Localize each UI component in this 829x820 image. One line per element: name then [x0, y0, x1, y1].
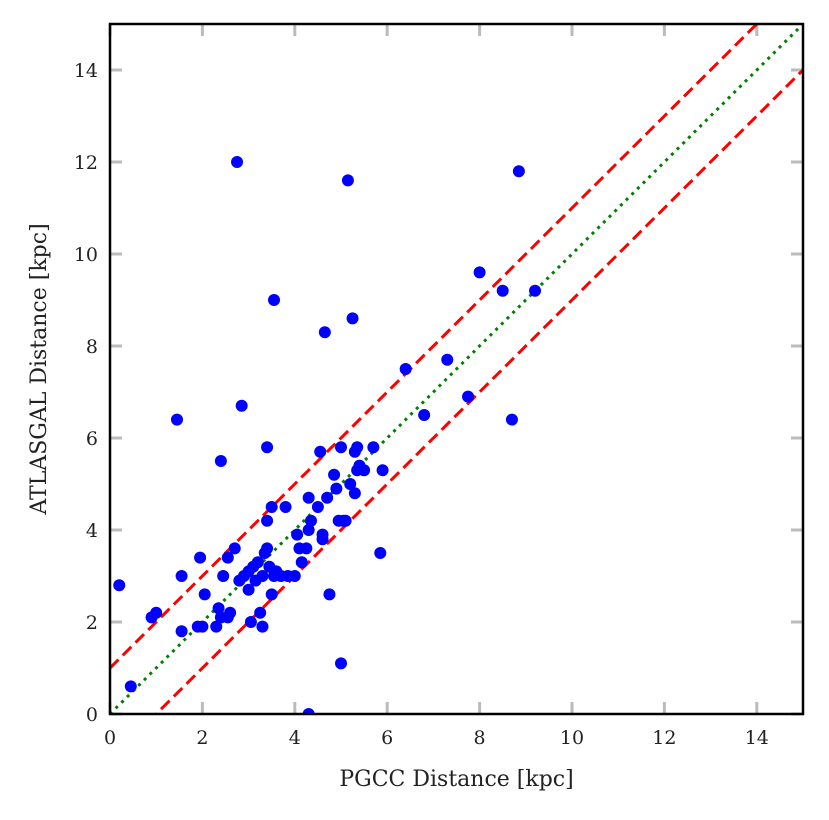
data-point — [376, 464, 389, 477]
data-point — [279, 501, 292, 513]
y-tick-label: 4 — [86, 520, 98, 542]
y-tick-label: 2 — [86, 612, 98, 634]
data-point — [330, 482, 343, 495]
y-axis-title: ATLASGAL Distance [kpc] — [27, 223, 52, 515]
data-point — [265, 588, 278, 601]
data-point — [231, 156, 244, 168]
data-point — [399, 363, 412, 375]
x-tick-label: 14 — [745, 727, 769, 749]
data-point — [505, 413, 518, 426]
data-point — [254, 606, 267, 619]
data-point — [300, 542, 313, 555]
y-tick-label: 12 — [74, 152, 98, 174]
data-point — [335, 657, 347, 670]
y-tick-label: 0 — [86, 704, 98, 726]
line-one-to-one — [110, 24, 803, 714]
x-tick-label: 2 — [196, 727, 208, 749]
data-point — [170, 413, 183, 426]
data-points — [113, 156, 542, 714]
data-point — [529, 284, 542, 297]
data-point — [323, 588, 336, 601]
data-point — [242, 583, 255, 596]
data-point — [328, 468, 341, 481]
data-point — [348, 487, 361, 500]
data-point — [196, 620, 209, 633]
data-point — [244, 616, 257, 628]
data-point — [212, 602, 225, 615]
data-point — [150, 606, 163, 619]
data-point — [335, 441, 347, 454]
data-point — [113, 579, 126, 592]
data-point — [175, 570, 188, 582]
data-point — [235, 399, 248, 412]
data-point — [346, 312, 359, 325]
y-tick-label: 6 — [86, 428, 98, 450]
data-point — [496, 284, 509, 297]
data-point — [418, 409, 431, 421]
x-tick-label: 8 — [474, 727, 486, 749]
reference-lines — [110, 24, 803, 714]
data-point — [302, 524, 315, 536]
x-tick-label: 10 — [560, 727, 584, 749]
data-point — [441, 353, 454, 366]
data-point — [228, 542, 241, 555]
data-point — [251, 556, 264, 569]
data-point — [351, 441, 364, 454]
y-tick-label: 14 — [74, 60, 98, 82]
y-tick-label: 8 — [86, 336, 98, 358]
data-point — [291, 528, 304, 541]
data-point — [261, 441, 274, 454]
data-point — [124, 680, 137, 693]
data-point — [214, 455, 227, 467]
data-point — [339, 514, 352, 527]
data-point — [311, 501, 324, 513]
data-point — [288, 570, 301, 582]
data-point — [473, 266, 486, 279]
data-point — [314, 445, 327, 458]
data-point — [268, 294, 281, 306]
x-axis-title: PGCC Distance [kpc] — [339, 767, 573, 792]
data-point — [265, 501, 278, 513]
data-point — [321, 491, 334, 504]
data-point — [462, 390, 475, 403]
data-point — [367, 441, 380, 454]
x-tick-label: 4 — [289, 727, 301, 749]
tick-labels: 0 2 4 6 8 10 12 14 0 2 4 6 8 10 12 14 — [74, 60, 769, 749]
data-point — [302, 491, 315, 504]
data-point — [344, 478, 357, 490]
x-tick-label: 0 — [104, 727, 116, 749]
data-point — [217, 570, 230, 582]
data-point — [256, 570, 269, 582]
data-point — [194, 551, 207, 564]
y-tick-label: 10 — [74, 244, 98, 266]
data-point — [198, 588, 211, 601]
line-minus-1-kpc — [154, 68, 803, 714]
data-point — [224, 606, 237, 619]
plot-frame — [108, 22, 805, 716]
data-point — [512, 165, 525, 178]
x-tick-label: 12 — [652, 727, 676, 749]
data-point — [316, 533, 329, 546]
data-point — [295, 556, 308, 569]
x-tick-label: 6 — [381, 727, 393, 749]
data-point — [221, 551, 234, 564]
data-point — [261, 542, 274, 555]
data-point — [374, 547, 387, 559]
data-point — [318, 326, 331, 339]
data-point — [210, 620, 223, 633]
data-point — [261, 514, 274, 527]
data-point — [304, 514, 317, 527]
data-point — [358, 464, 371, 477]
data-point — [175, 625, 188, 638]
data-point — [302, 708, 315, 714]
data-point — [341, 174, 354, 187]
line-plus-1-kpc — [110, 24, 759, 670]
data-point — [256, 620, 269, 633]
